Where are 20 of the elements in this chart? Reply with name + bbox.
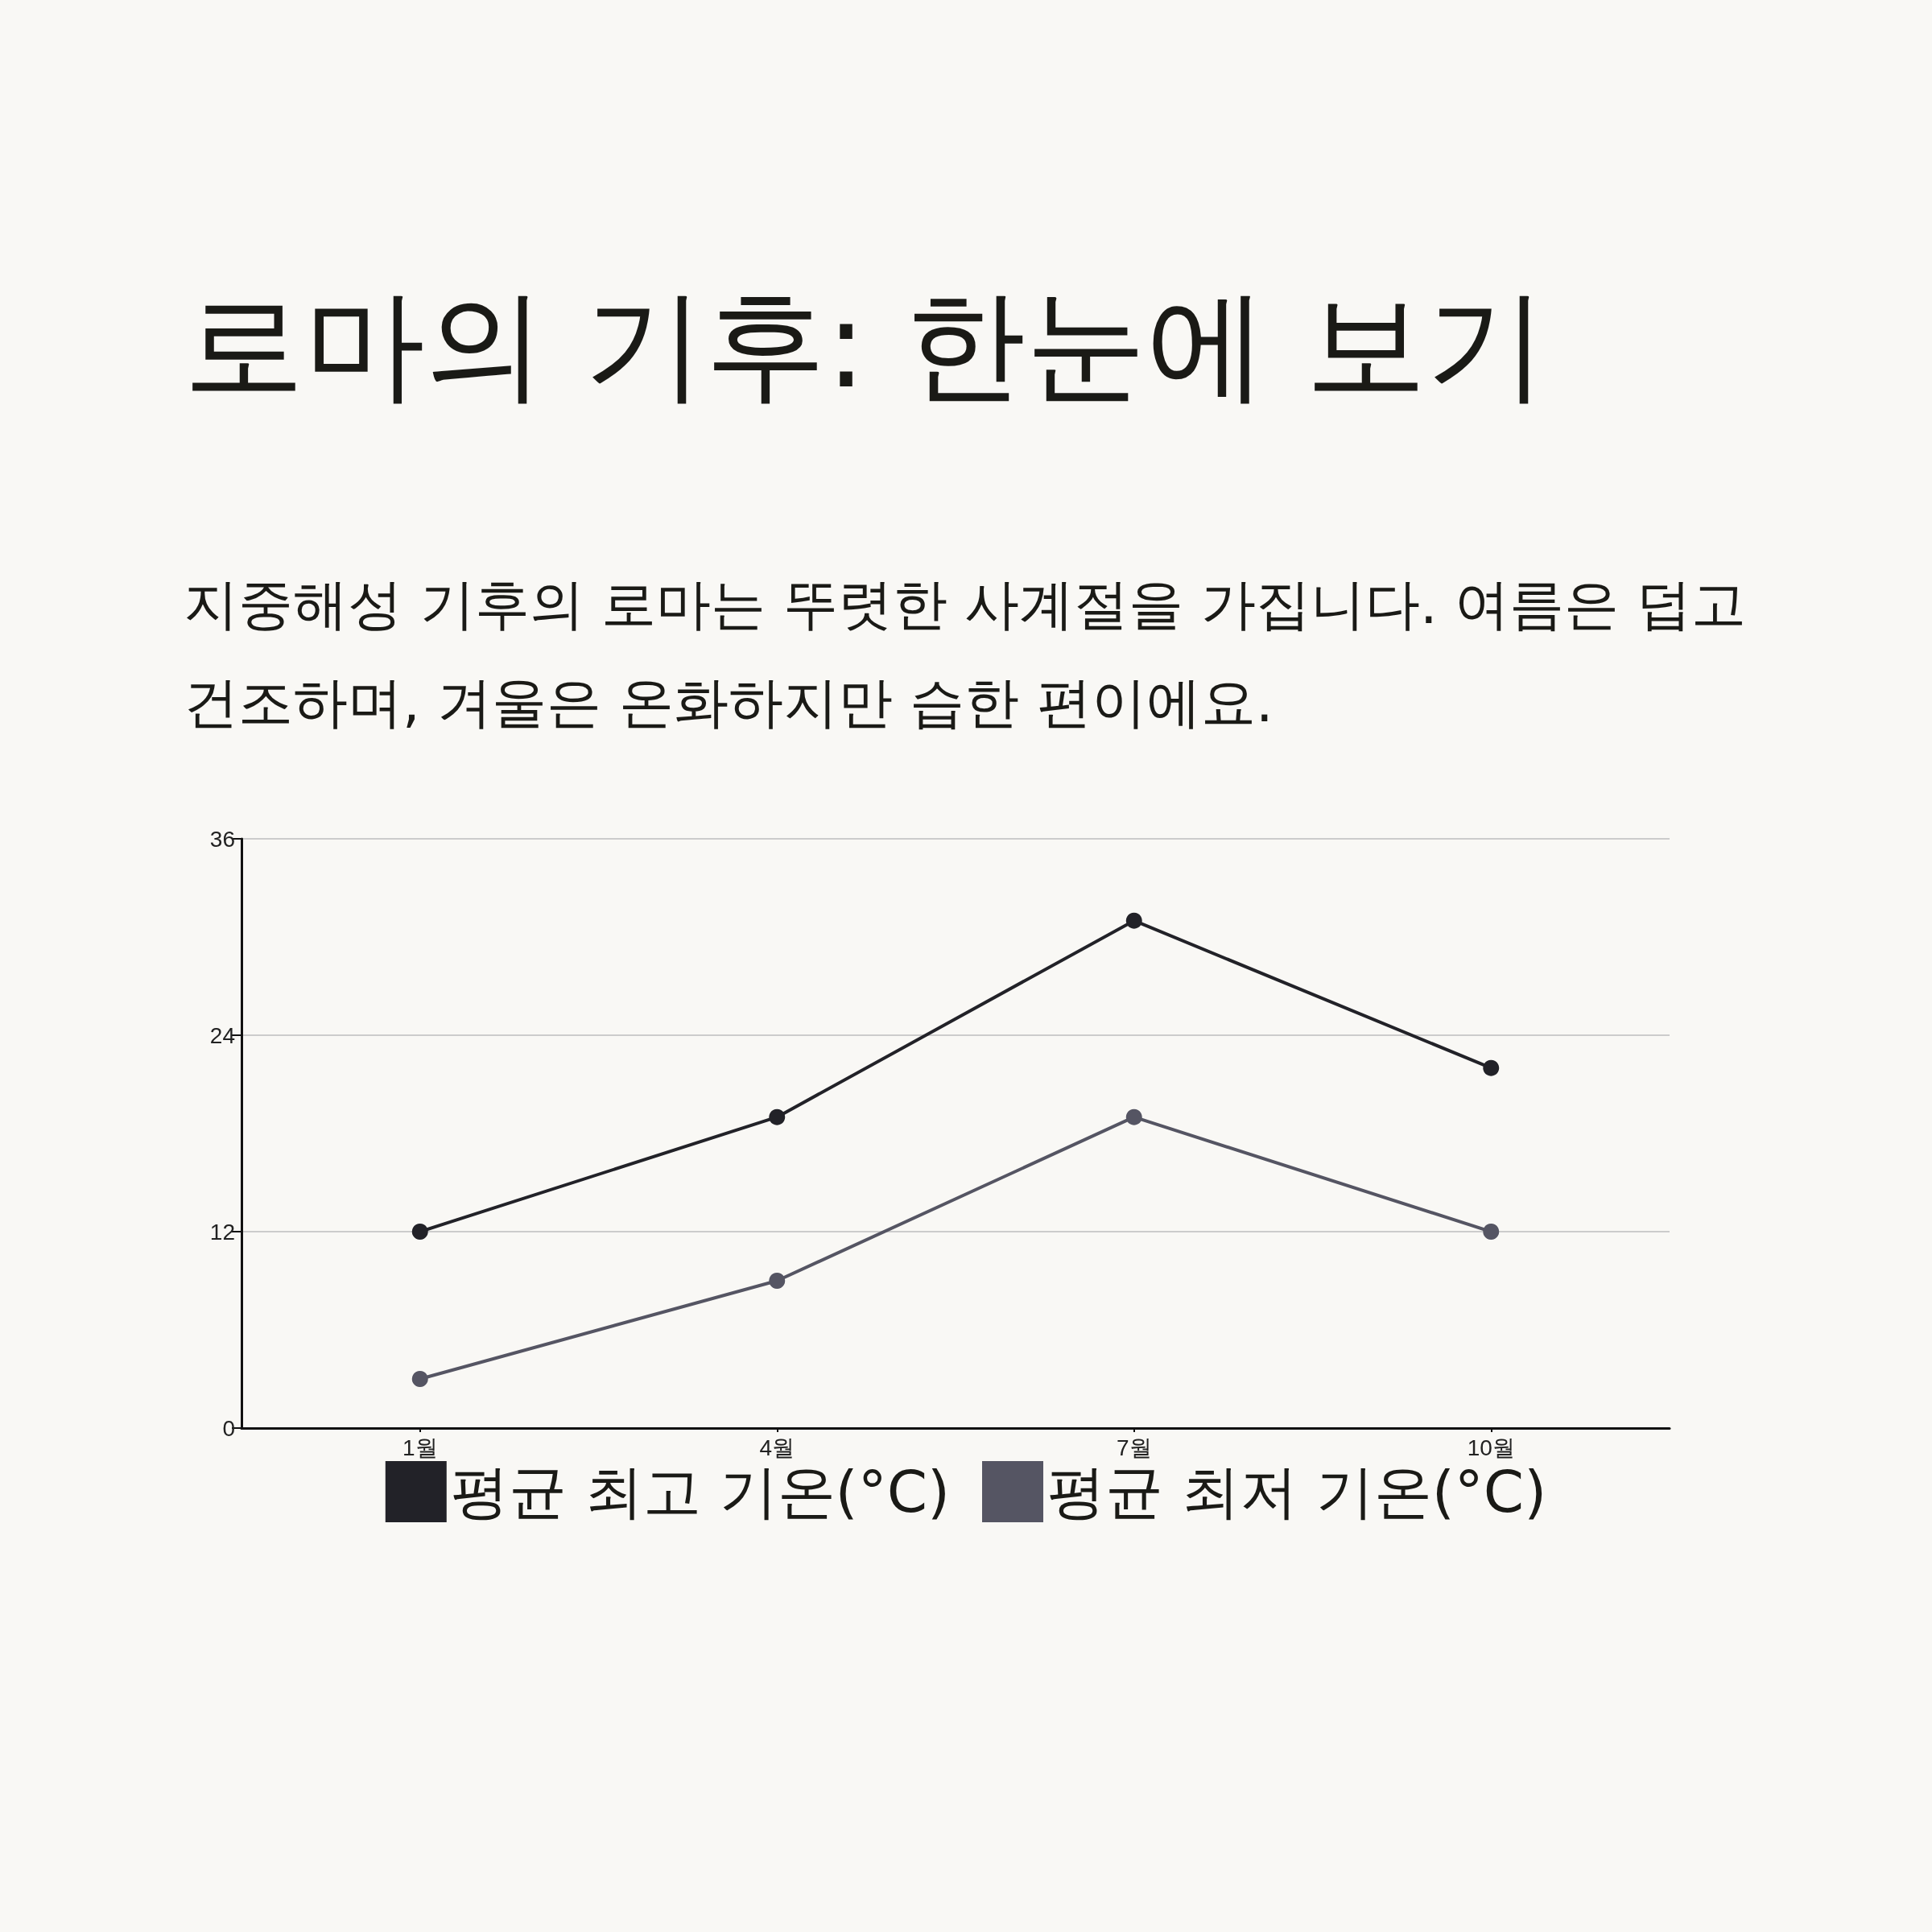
point xyxy=(769,1108,786,1125)
x-tick-label: 4월 xyxy=(759,1435,795,1460)
point xyxy=(411,1224,428,1240)
point xyxy=(1483,1224,1500,1240)
y-tick-label: 12 xyxy=(209,1219,235,1245)
chart-title: 로마의 기후: 한눈에 보기 xyxy=(184,274,1547,416)
x-tick-label: 1월 xyxy=(402,1435,438,1460)
x-tick-label: 10월 xyxy=(1467,1435,1515,1460)
y-tick-label: 0 xyxy=(222,1415,235,1441)
chart-subtitle: 지중해성 기후의 로마는 뚜렷한 사계절을 가집니다. 여름은 덥고 건조하며, 겨울은 온화하지만 습한 편이에요. xyxy=(184,572,1747,736)
y-tick-label: 36 xyxy=(209,826,235,852)
x-tick-label: 7월 xyxy=(1116,1435,1152,1460)
point xyxy=(769,1273,786,1289)
y-tick-label: 24 xyxy=(209,1022,235,1048)
point xyxy=(1125,912,1142,929)
legend-label: 평균 최고 기온(°C) xyxy=(450,1458,951,1525)
point xyxy=(1125,1108,1142,1125)
legend-label: 평균 최저 기온(°C) xyxy=(1047,1458,1547,1525)
point xyxy=(411,1371,428,1387)
point xyxy=(1483,1059,1500,1076)
